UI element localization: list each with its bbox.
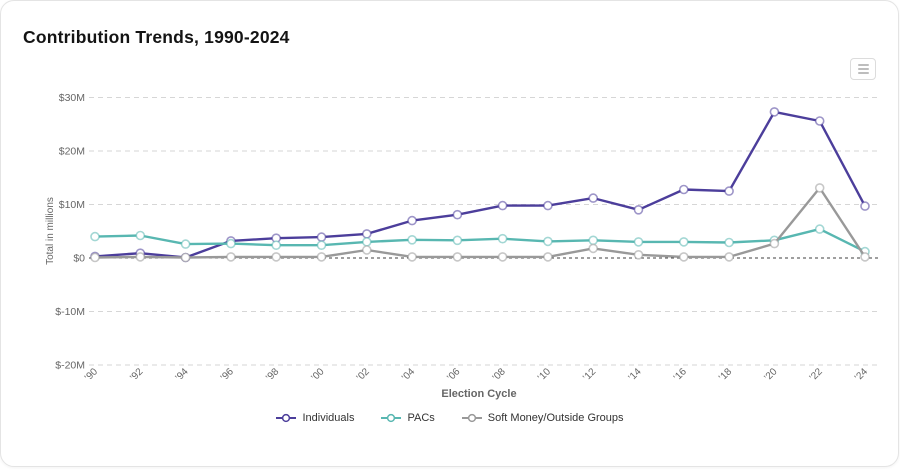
data-point-pacs[interactable] <box>361 237 372 247</box>
x-axis-tick-label: ’10 <box>536 366 554 384</box>
x-axis-tick-label: ’92 <box>128 366 146 384</box>
data-point-pacs[interactable] <box>180 239 191 249</box>
data-point-soft-money-outside-groups[interactable] <box>361 245 372 255</box>
y-axis-title: Total in millions <box>45 197 56 265</box>
data-point-soft-money-outside-groups[interactable] <box>633 250 644 260</box>
data-point-pacs[interactable] <box>452 235 463 246</box>
legend-item-soft-money-outside-groups[interactable]: Soft Money/Outside Groups <box>461 412 624 424</box>
legend-marker-icon <box>276 413 297 423</box>
data-point-pacs[interactable] <box>316 240 327 250</box>
data-point-soft-money-outside-groups[interactable] <box>543 252 553 262</box>
y-axis-tick-label: $10M <box>59 199 85 211</box>
data-point-pacs[interactable] <box>724 237 734 248</box>
data-point-individuals[interactable] <box>452 209 463 220</box>
x-axis-tick-label: ’24 <box>853 366 871 384</box>
legend-marker-icon <box>381 413 402 423</box>
data-point-pacs[interactable] <box>407 235 417 245</box>
data-point-soft-money-outside-groups[interactable] <box>452 252 463 262</box>
data-point-individuals[interactable] <box>860 201 870 211</box>
x-axis-tick-label: ’14 <box>626 366 644 384</box>
data-point-individuals[interactable] <box>361 229 372 239</box>
chart-title: Contribution Trends, 1990-2024 <box>23 27 290 47</box>
data-point-pacs[interactable] <box>588 235 599 246</box>
data-point-individuals[interactable] <box>543 200 553 211</box>
x-axis-tick-label: ’04 <box>400 366 418 384</box>
data-point-soft-money-outside-groups[interactable] <box>497 252 508 262</box>
data-point-soft-money-outside-groups[interactable] <box>678 252 689 262</box>
x-axis-tick-label: ’18 <box>717 366 735 384</box>
y-axis-tick-label: $0 <box>73 253 85 265</box>
series-line-soft-money-outside-groups <box>93 186 867 259</box>
x-axis-tick-label: ’06 <box>445 366 463 384</box>
chart-context-menu-button[interactable] <box>850 58 876 80</box>
x-axis-title: Election Cycle <box>441 388 516 400</box>
data-point-pacs[interactable] <box>135 230 146 241</box>
data-point-individuals[interactable] <box>407 215 417 226</box>
x-axis-tick-label: ’08 <box>491 366 509 384</box>
data-point-soft-money-outside-groups[interactable] <box>407 252 417 262</box>
legend-label: PACs <box>407 412 435 424</box>
legend-label: Individuals <box>302 412 355 424</box>
x-axis-tick-label: ’94 <box>173 366 191 384</box>
hamburger-menu-icon <box>857 64 869 74</box>
x-axis-tick-label: ’12 <box>581 366 599 384</box>
x-axis-tick-label: ’02 <box>355 366 373 384</box>
data-point-soft-money-outside-groups[interactable] <box>860 252 870 262</box>
chart-legend: Individuals PACs Soft Money/Outside Groups <box>1 412 898 424</box>
y-axis-tick-label: $-10M <box>55 306 85 318</box>
data-point-individuals[interactable] <box>814 116 825 126</box>
data-point-soft-money-outside-groups[interactable] <box>588 243 599 254</box>
axis-label-layer: $30M $20M $10M $0 $-10M $-20M’90 ’92 ’94 ’96 ’98 ’… <box>55 92 870 384</box>
data-point-pacs[interactable] <box>814 224 825 234</box>
data-point-pacs[interactable] <box>271 240 282 250</box>
x-axis-tick-label: ’20 <box>762 366 780 384</box>
data-point-soft-money-outside-groups[interactable] <box>271 252 282 262</box>
data-point-pacs[interactable] <box>90 231 100 242</box>
data-point-soft-money-outside-groups[interactable] <box>90 252 100 263</box>
data-point-individuals[interactable] <box>769 107 780 117</box>
series-layer <box>90 107 870 263</box>
data-point-soft-money-outside-groups[interactable] <box>316 252 327 262</box>
grid-layer <box>89 97 878 366</box>
y-axis-tick-label: $-20M <box>55 360 85 372</box>
legend-item-individuals[interactable]: Individuals <box>275 412 354 424</box>
series-line-individuals <box>93 110 867 259</box>
series-line-pacs <box>93 227 867 253</box>
x-axis-tick-label: ’98 <box>264 366 282 384</box>
data-point-soft-money-outside-groups[interactable] <box>135 252 146 262</box>
data-point-individuals[interactable] <box>316 232 327 242</box>
data-point-individuals[interactable] <box>588 193 599 203</box>
data-point-soft-money-outside-groups[interactable] <box>180 252 191 263</box>
x-axis-tick-label: ’00 <box>309 366 327 384</box>
data-point-individuals[interactable] <box>724 186 734 196</box>
data-point-individuals[interactable] <box>678 184 689 195</box>
data-point-soft-money-outside-groups[interactable] <box>769 238 780 249</box>
data-point-pacs[interactable] <box>226 238 236 249</box>
data-point-soft-money-outside-groups[interactable] <box>226 252 236 262</box>
y-axis-tick-label: $30M <box>59 92 85 104</box>
x-axis-tick-label: ’22 <box>808 366 826 384</box>
data-point-pacs[interactable] <box>633 237 644 247</box>
y-axis-tick-label: $20M <box>59 146 85 158</box>
data-point-individuals[interactable] <box>497 200 508 211</box>
data-point-soft-money-outside-groups[interactable] <box>724 252 734 262</box>
data-point-individuals[interactable] <box>633 205 644 215</box>
legend-item-pacs[interactable]: PACs <box>380 412 435 424</box>
legend-label: Soft Money/Outside Groups <box>487 412 624 424</box>
data-point-soft-money-outside-groups[interactable] <box>814 183 825 193</box>
x-axis-tick-label: ’96 <box>219 366 237 384</box>
x-axis-tick-label: ’90 <box>83 366 101 384</box>
legend-marker-icon <box>461 413 482 423</box>
x-axis-tick-label: ’16 <box>672 366 690 384</box>
data-point-pacs[interactable] <box>678 237 689 247</box>
data-point-pacs[interactable] <box>543 236 553 247</box>
data-point-pacs[interactable] <box>497 233 508 244</box>
